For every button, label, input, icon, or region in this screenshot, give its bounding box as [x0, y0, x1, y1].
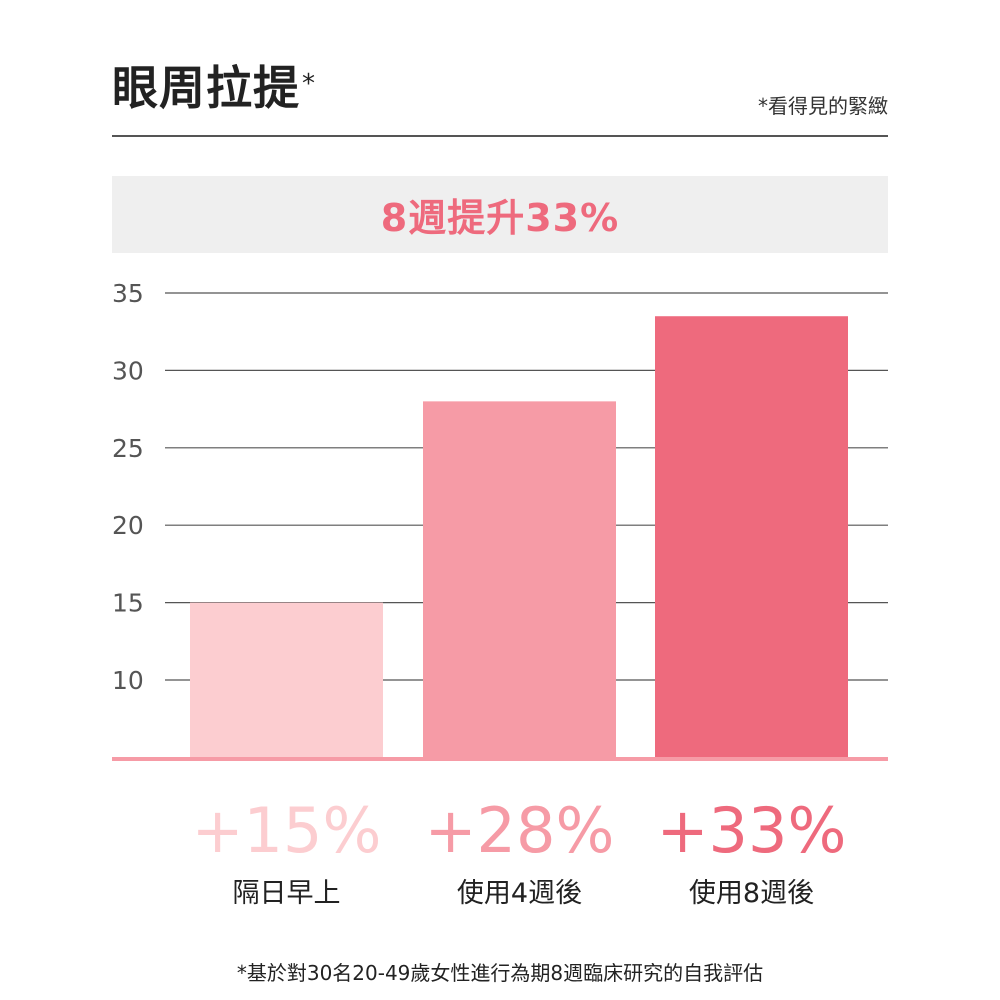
bar — [190, 602, 383, 758]
title-divider — [112, 135, 888, 137]
y-tick-label: 25 — [112, 434, 144, 463]
headline-banner: 8週提升33% — [112, 176, 888, 253]
title-asterisk: * — [302, 69, 316, 99]
y-tick-label: 20 — [112, 511, 144, 540]
value-label: +15% — [192, 794, 382, 867]
y-tick-label: 30 — [112, 356, 144, 385]
bar — [423, 401, 616, 758]
y-tick-label: 10 — [112, 666, 144, 695]
page-title: 眼周拉提* — [112, 58, 316, 118]
study-footnote: *基於對30名20-49歲女性進行為期8週臨床研究的自我評估 — [236, 961, 764, 985]
title-text: 眼周拉提 — [112, 61, 300, 115]
y-tick-label: 15 — [112, 589, 144, 618]
bar — [655, 316, 848, 758]
x-axis-baseline — [112, 757, 888, 761]
banner-text: 8週提升33% — [380, 196, 620, 240]
visible-firming-note: *看得見的緊緻 — [758, 94, 888, 118]
category-label: 隔日早上 — [233, 878, 341, 909]
category-label: 使用8週後 — [689, 878, 814, 909]
value-label: +33% — [657, 794, 847, 867]
value-label: +28% — [425, 794, 615, 867]
y-tick-label: 35 — [112, 279, 144, 308]
category-label: 使用4週後 — [457, 878, 582, 909]
